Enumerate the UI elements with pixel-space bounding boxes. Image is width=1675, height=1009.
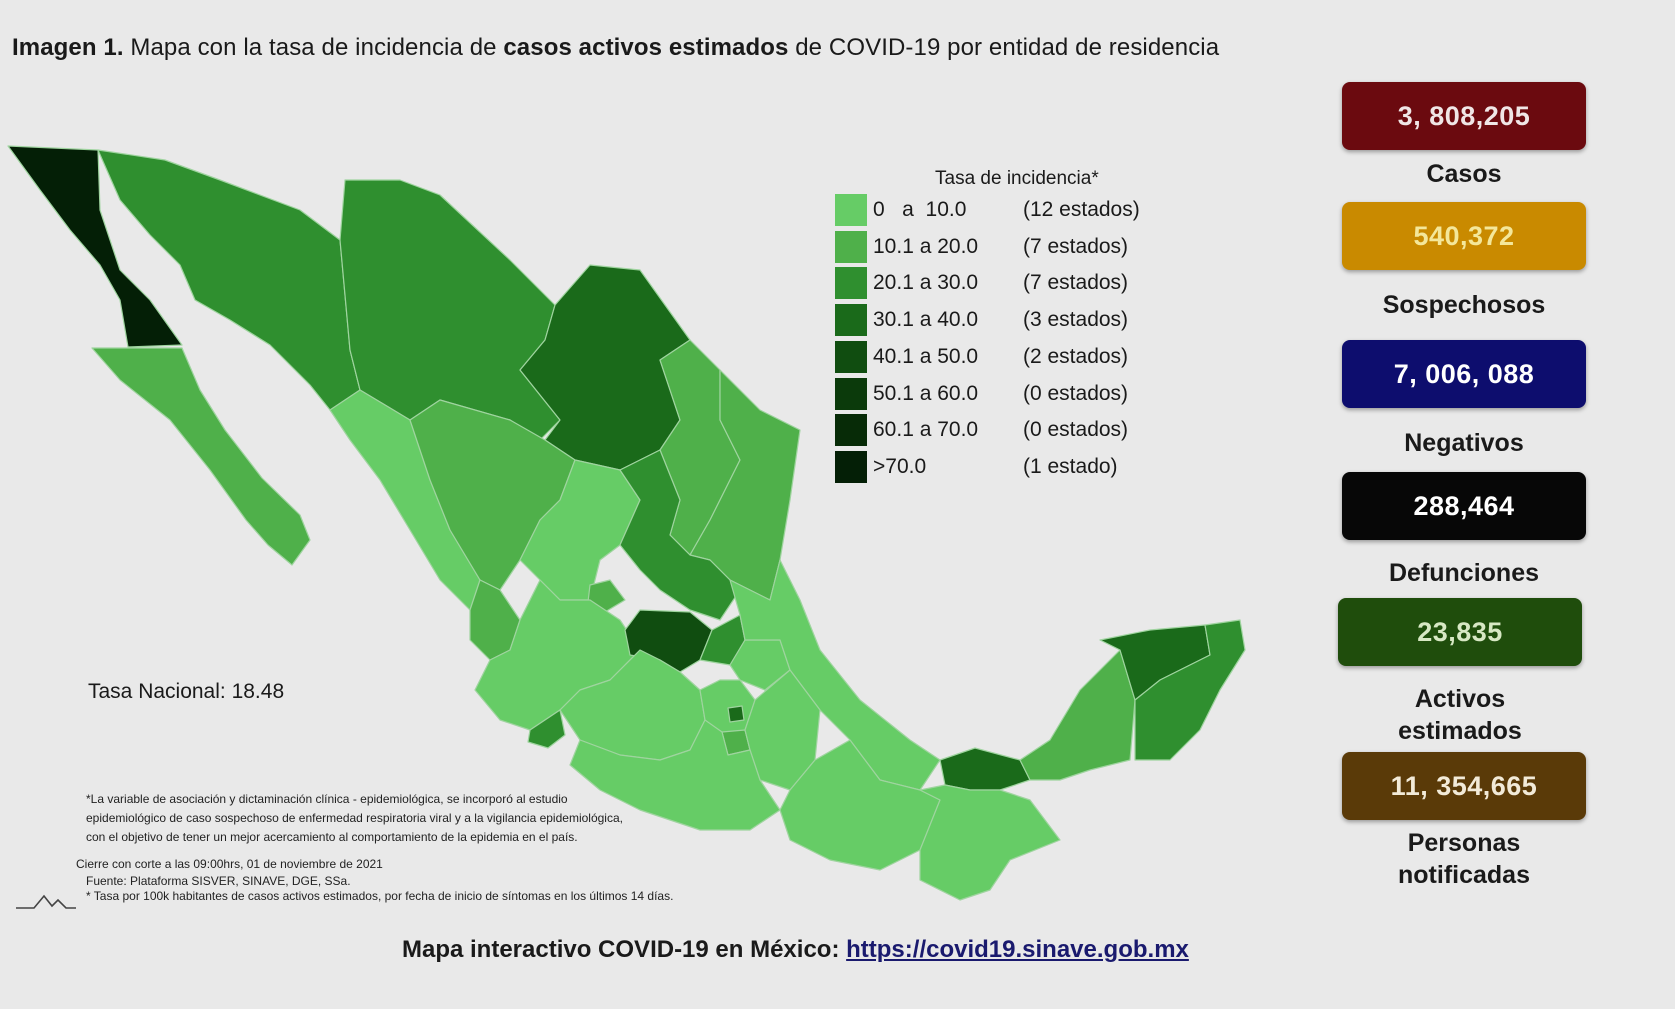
- legend-count: (2 estados): [1023, 344, 1129, 368]
- legend-item: >70.0 (1 estado): [835, 450, 1118, 483]
- national-rate: Tasa Nacional: 18.48: [88, 680, 285, 703]
- stat-label: Negativos: [1404, 429, 1524, 457]
- legend-range: 20.1 a 30.0: [873, 271, 979, 295]
- legend-item: 40.1 a 50.0 (2 estados): [835, 340, 1129, 373]
- legend-count: (12 estados): [1023, 198, 1140, 221]
- legend-range: 50.1 a 60.0: [873, 381, 979, 405]
- note-fuente: Fuente: Plataforma SISVER, SINAVE, DGE, …: [86, 874, 351, 888]
- stat-value: 7, 006, 088: [1342, 340, 1586, 408]
- legend-item: 30.1 a 40.0 (3 estados): [835, 304, 1129, 337]
- legend-range: >70.0: [873, 454, 927, 478]
- state-ciudad-de-mexico: [727, 705, 745, 723]
- state-tabasco: [939, 747, 1031, 791]
- stat-value: 23,835: [1338, 598, 1582, 666]
- state-guerrero: [569, 719, 781, 831]
- legend-range: 30.1 a 40.0: [873, 308, 979, 332]
- state-baja-california-sur: [91, 347, 311, 566]
- sinave-link[interactable]: https://covid19.sinave.gob.mx: [846, 936, 1189, 963]
- stat-value: 11, 354,665: [1342, 752, 1586, 820]
- legend-range: 0 a 10.0: [873, 198, 967, 221]
- state-baja-california: [7, 145, 183, 348]
- legend-title: Tasa de incidencia*: [935, 168, 1099, 189]
- stat-value: 288,464: [1342, 472, 1586, 540]
- legend-range: 40.1 a 50.0: [873, 344, 979, 368]
- footer-text: Mapa interactivo COVID-19 en México:: [402, 936, 847, 963]
- legend-swatch: [835, 340, 867, 373]
- legend-count: (1 estado): [1023, 454, 1118, 478]
- stat-label: Defunciones: [1388, 559, 1540, 587]
- title-part2: de COVID-19 por entidad de residencia: [788, 34, 1220, 61]
- note-line-3: con el objetivo de tener un mejor acerca…: [86, 830, 578, 844]
- stat-label: Personas notificadas: [1398, 829, 1530, 889]
- footnotes: *La variable de asociación y dictaminaci…: [76, 790, 674, 904]
- stat-label: Activos estimados: [1398, 685, 1522, 745]
- state-campeche: [1019, 649, 1136, 781]
- state-aguascalientes: [587, 579, 626, 613]
- note-line-2: epidemiológico de caso sospechoso de enf…: [86, 811, 623, 825]
- footer: Mapa interactivo COVID-19 en México: htt…: [402, 936, 1189, 964]
- state-chiapas: [919, 784, 1061, 901]
- legend-swatch: [835, 450, 867, 483]
- title-emphasis: casos activos estimados: [503, 34, 789, 61]
- legend-count: (3 estados): [1023, 308, 1129, 332]
- stat-label: Casos: [1426, 160, 1502, 188]
- legend-swatch: [835, 267, 867, 300]
- note-line-1: *La variable de asociación y dictaminaci…: [86, 792, 568, 806]
- state-colima: [527, 709, 566, 749]
- legend-item: 60.1 a 70.0 (0 estados): [835, 414, 1129, 447]
- note-cierre: Cierre con corte a las 09:00hrs, 01 de n…: [76, 857, 383, 871]
- stat-value: 3, 808,205: [1342, 82, 1586, 150]
- legend-item: 20.1 a 30.0 (7 estados): [835, 267, 1129, 300]
- title-prefix: Imagen 1.: [12, 34, 124, 61]
- title-part1: Mapa con la tasa de incidencia de: [123, 34, 504, 61]
- mountain-logo-icon: [16, 894, 76, 909]
- legend-count: (7 estados): [1023, 234, 1129, 258]
- legend-range: 10.1 a 20.0: [873, 234, 979, 258]
- legend-swatch: [835, 414, 867, 447]
- legend-swatch: [835, 377, 867, 410]
- stat-value: 540,372: [1342, 202, 1586, 270]
- legend-item: 50.1 a 60.0 (0 estados): [835, 377, 1129, 410]
- stat-label: Sospechosos: [1382, 291, 1546, 319]
- state-sonora: [97, 149, 361, 411]
- state-quintana-roo: [1134, 619, 1246, 761]
- state-san-luis-potosi: [619, 449, 741, 621]
- page-title: Imagen 1. Mapa con la tasa de incidencia…: [12, 34, 1219, 62]
- legend-item: 10.1 a 20.0 (7 estados): [835, 230, 1129, 263]
- note-tasa: * Tasa por 100k habitantes de casos acti…: [86, 889, 674, 903]
- legend-count: (0 estados): [1023, 381, 1129, 405]
- legend-item: 0 a 10.0 (12 estados): [835, 194, 1140, 226]
- legend-count: (7 estados): [1023, 271, 1129, 295]
- mexico-choropleth-map: [7, 145, 1246, 901]
- legend-swatch: [835, 230, 867, 263]
- legend-range: 60.1 a 70.0: [873, 418, 979, 442]
- legend-count: (0 estados): [1023, 418, 1129, 442]
- legend-swatch: [835, 194, 867, 226]
- legend-swatch: [835, 304, 867, 337]
